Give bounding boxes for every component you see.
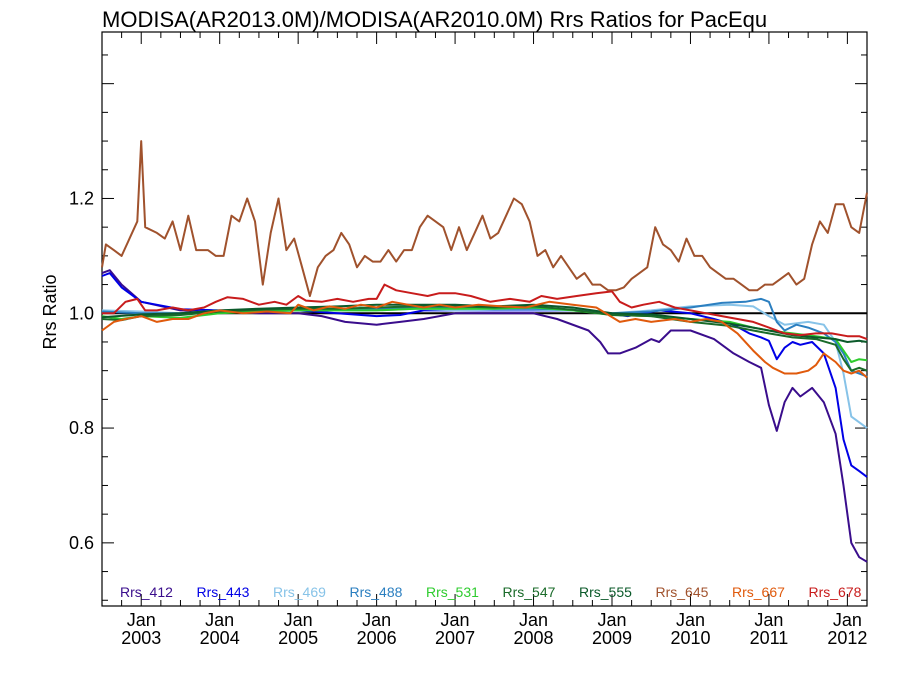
x-tick-label-month: Jan [519, 610, 548, 630]
series-line-rrs-645 [101, 140, 868, 297]
x-tick-label-year: 2006 [357, 628, 397, 648]
x-tick-label-year: 2005 [278, 628, 318, 648]
series-line-rrs-555 [101, 303, 868, 343]
y-axis-label: Rrs Ratio [40, 274, 60, 349]
x-tick-label-year: 2003 [121, 628, 161, 648]
series-line-rrs-469 [101, 303, 868, 429]
plot-frame [101, 31, 868, 607]
x-axis: Jan2003Jan2004Jan2005Jan2006Jan2007Jan20… [101, 32, 868, 648]
x-tick-label-year: 2008 [514, 628, 554, 648]
legend: Rrs_412 Rrs_443 Rrs_469 Rrs_488 Rrs_531 Rrs_5… [120, 584, 862, 600]
legend-entry: Rrs_488 [350, 584, 403, 600]
x-tick-label-month: Jan [205, 610, 234, 630]
x-tick-label-month: Jan [833, 610, 862, 630]
y-tick-label: 0.6 [69, 533, 94, 553]
legend-entry: Rrs_531 [426, 584, 479, 600]
x-tick-label-month: Jan [362, 610, 391, 630]
series-line-rrs-667 [101, 300, 868, 379]
y-tick-label: 1.0 [69, 303, 94, 323]
series-line-rrs-443 [101, 272, 868, 478]
legend-entry: Rrs_547 [503, 584, 556, 600]
x-tick-label-year: 2007 [435, 628, 475, 648]
y-tick-label: 0.8 [69, 418, 94, 438]
x-tick-label-month: Jan [597, 610, 626, 630]
y-tick-label: 1.2 [69, 188, 94, 208]
legend-entry: Rrs_645 [656, 584, 709, 600]
x-tick-label-month: Jan [754, 610, 783, 630]
legend-entry: Rrs_667 [732, 584, 785, 600]
legend-entry: Rrs_412 [120, 584, 173, 600]
series-line-rrs-547 [101, 305, 868, 372]
x-tick-label-year: 2009 [592, 628, 632, 648]
x-tick-label-year: 2004 [200, 628, 240, 648]
series-lines [101, 140, 868, 563]
x-tick-label-year: 2011 [750, 628, 789, 648]
y-axis: 0.6 0.8 1.0 1.2 [69, 54, 867, 601]
legend-entry: Rrs_678 [809, 584, 862, 600]
legend-entry: Rrs_555 [579, 584, 632, 600]
x-tick-label-year: 2012 [827, 628, 867, 648]
legend-entry: Rrs_469 [273, 584, 326, 600]
x-tick-label-month: Jan [127, 610, 156, 630]
series-line-rrs-678 [102, 283, 868, 341]
x-tick-label-month: Jan [676, 610, 705, 630]
x-tick-label-month: Jan [441, 610, 470, 630]
chart-title: MODISA(AR2013.0M)/MODISA(AR2010.0M) Rrs … [102, 7, 767, 32]
legend-entry: Rrs_443 [197, 584, 250, 600]
x-tick-label-month: Jan [284, 610, 313, 630]
x-tick-label-year: 2010 [670, 628, 710, 648]
